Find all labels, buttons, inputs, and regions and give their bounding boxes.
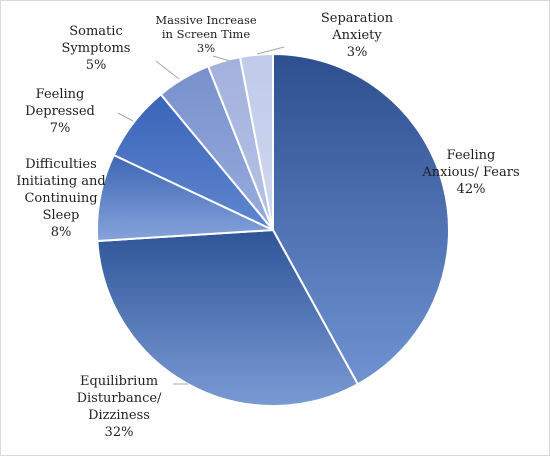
slice-category-label: Separation bbox=[321, 11, 394, 26]
slice-category-label: Anxious/ Fears bbox=[421, 165, 519, 180]
slice-category-label: Anxiety bbox=[331, 28, 382, 43]
slice-category-label: Symptoms bbox=[62, 41, 131, 56]
slice-value-label: 8% bbox=[51, 225, 72, 240]
slice-category-label: Feeling bbox=[447, 148, 496, 163]
leader-line-5 bbox=[212, 55, 231, 62]
pie-slice-6 bbox=[238, 52, 274, 231]
slice-category-label: Dizziness bbox=[88, 408, 150, 423]
slice-value-label: 5% bbox=[86, 58, 107, 73]
slice-label-4: Somatic Symptoms 5% bbox=[62, 24, 131, 73]
slice-category-label: Sleep bbox=[43, 208, 80, 223]
slice-category-label: Disturbance/ bbox=[77, 391, 162, 406]
slice-category-label: in Screen Time bbox=[162, 27, 250, 41]
slice-value-label: 32% bbox=[105, 425, 134, 440]
leader-line-4 bbox=[155, 60, 180, 80]
slice-label-2: Difficulties Initiating and Continuing Slee… bbox=[16, 157, 105, 240]
slice-category-label: Equilibrium bbox=[80, 374, 158, 389]
slice-value-label: 42% bbox=[457, 182, 486, 197]
slice-category-label: Continuing bbox=[24, 191, 97, 206]
pie-slice-1 bbox=[96, 228, 360, 407]
slice-label-0: Feeling Anxious/ Fears 42% bbox=[421, 148, 519, 197]
slice-label-6: Separation Anxiety 3% bbox=[321, 11, 394, 60]
slice-category-label: Somatic bbox=[69, 24, 122, 39]
slice-category-label: Difficulties bbox=[25, 157, 97, 172]
leader-line-6 bbox=[256, 46, 285, 55]
slice-category-label: Depressed bbox=[25, 104, 95, 119]
slice-label-3: Feeling Depressed 7% bbox=[25, 87, 95, 136]
slice-value-label: 3% bbox=[197, 41, 215, 55]
slice-label-1: Equilibrium Disturbance/Dizziness 32% bbox=[77, 374, 162, 440]
leader-line-3 bbox=[117, 112, 134, 122]
pie-slice-2 bbox=[96, 153, 274, 243]
slice-category-label: Initiating and bbox=[16, 174, 105, 189]
pie-slice-0 bbox=[272, 52, 450, 386]
slice-value-label: 7% bbox=[50, 121, 71, 136]
slice-category-label: Massive Increase bbox=[155, 13, 257, 27]
slice-label-5: Massive Increase in Screen Time 3% bbox=[155, 13, 257, 55]
slice-category-label: Feeling bbox=[36, 87, 85, 102]
slice-value-label: 3% bbox=[347, 45, 368, 60]
